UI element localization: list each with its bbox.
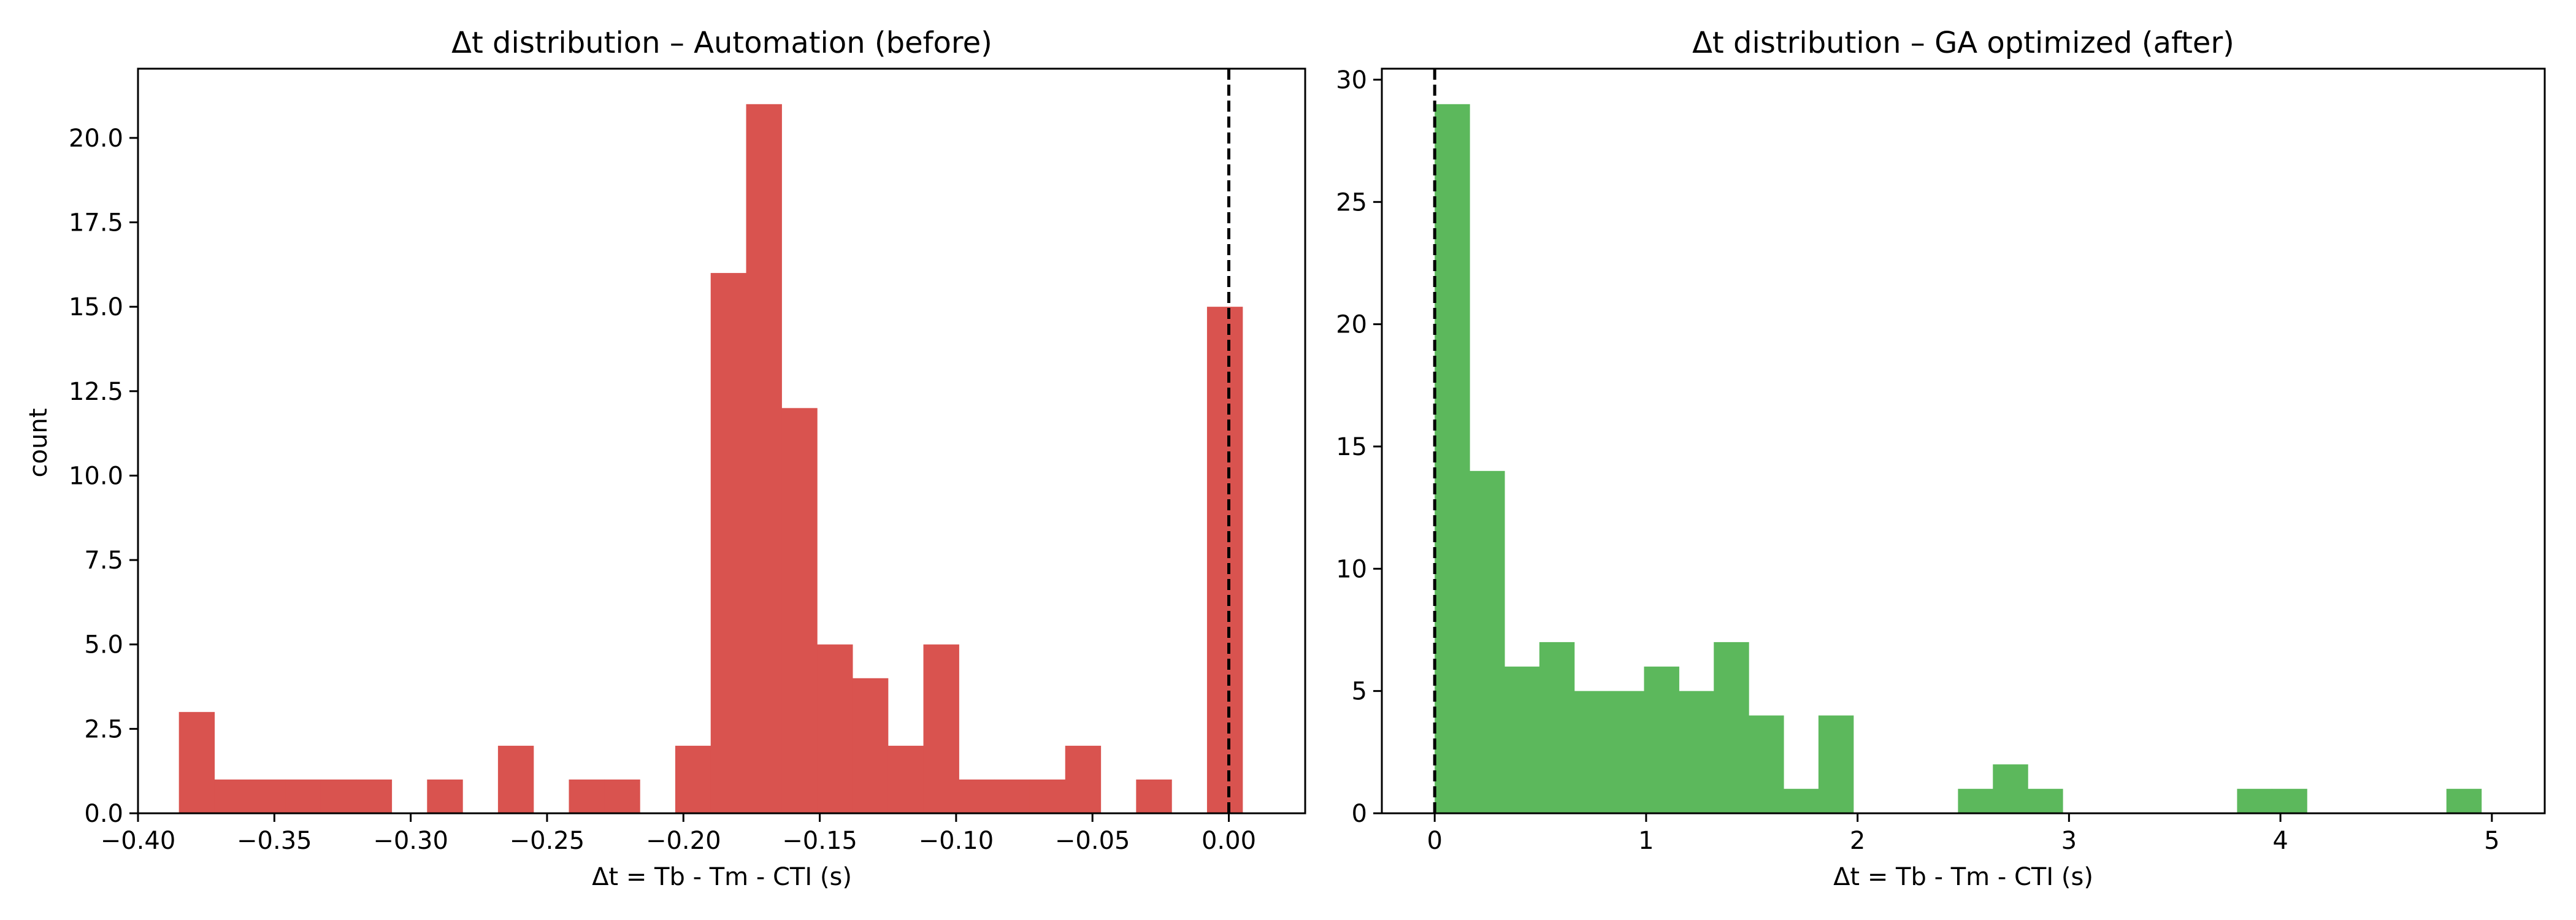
bars-after — [1435, 104, 2482, 813]
y-tick-label: 17.5 — [69, 209, 123, 237]
histogram-bar — [1470, 470, 1505, 813]
x-tick-label: −0.30 — [373, 827, 448, 855]
histogram-bar — [746, 104, 782, 813]
y-tick-label: 5.0 — [84, 631, 123, 659]
histogram-bar — [1609, 691, 1645, 813]
y-tick-label: 30 — [1336, 66, 1367, 94]
histogram-bar — [1958, 789, 1993, 813]
y-tick-label: 10.0 — [69, 462, 123, 490]
x-tick-label: −0.40 — [101, 827, 176, 855]
histogram-bar — [2272, 789, 2307, 813]
x-tick-label: −0.35 — [237, 827, 312, 855]
histogram-bar — [994, 779, 1030, 813]
histogram-bar — [569, 779, 605, 813]
x-tick-label: −0.10 — [919, 827, 994, 855]
y-tick-label: 25 — [1336, 188, 1367, 217]
histogram-bar — [1783, 789, 1819, 813]
plot-frame-after — [1381, 67, 2546, 815]
histogram-bar — [320, 779, 357, 813]
histogram-bar — [497, 745, 534, 813]
histogram-bar — [1435, 104, 1470, 813]
x-tick-label: 1 — [1638, 827, 1654, 855]
histogram-bar — [2237, 789, 2272, 813]
chart-title-after: Δt distribution – GA optimized (after) — [1692, 26, 2234, 60]
histogram-bar — [710, 273, 747, 813]
histogram-bar — [604, 779, 640, 813]
histogram-bar — [1539, 642, 1575, 813]
y-tick-label: 7.5 — [84, 546, 123, 575]
histogram-bar — [250, 779, 286, 813]
histogram-bar — [1574, 691, 1610, 813]
histogram-bar — [1993, 764, 2028, 813]
histogram-bar — [887, 745, 924, 813]
histogram-bar — [1749, 715, 1784, 813]
x-tick-label: −0.05 — [1055, 827, 1130, 855]
x-tick-label: −0.15 — [782, 827, 857, 855]
y-ticks-before: 0.0 2.5 5.0 7.5 10.0 12.5 15.0 17.5 20.0 — [69, 125, 138, 828]
histogram-bar — [959, 779, 995, 813]
histogram-bar — [1136, 779, 1172, 813]
y-tick-label: 20.0 — [69, 125, 123, 153]
y-tick-label: 10 — [1336, 555, 1367, 583]
histogram-bar — [1029, 779, 1066, 813]
x-ticks-before: −0.40 −0.35 −0.30 −0.25 −0.20 −0.15 −0.10 −0.05… — [101, 813, 1256, 855]
histogram-bar — [178, 711, 215, 813]
x-tick-label: 3 — [2061, 827, 2077, 855]
y-tick-label: 0.0 — [84, 800, 123, 828]
x-axis-label-before: Δt = Tb - Tm - CTI (s) — [592, 863, 852, 891]
x-tick-label: 0 — [1427, 827, 1442, 855]
chart-panel-before: Δt distribution – Automation (before) −0… — [25, 26, 1306, 891]
x-tick-label: 4 — [2272, 827, 2288, 855]
histogram-bar — [214, 779, 250, 813]
y-axis-label-before: count — [25, 408, 53, 478]
histogram-bar — [1644, 666, 1679, 813]
x-tick-label: 5 — [2484, 827, 2499, 855]
y-tick-label: 15 — [1336, 433, 1367, 461]
plot-frame-before — [137, 67, 1306, 815]
histogram-bar — [1818, 715, 1854, 813]
y-tick-label: 15.0 — [69, 293, 123, 321]
histogram-bar — [817, 644, 853, 813]
y-tick-label: 2.5 — [84, 715, 123, 743]
chart-panel-after: Δt distribution – GA optimized (after) 0… — [1336, 26, 2546, 891]
bars-before — [178, 104, 1243, 813]
x-tick-label: −0.20 — [646, 827, 721, 855]
histogram-bar — [2446, 789, 2482, 813]
histogram-bar — [1714, 642, 1749, 813]
y-tick-label: 12.5 — [69, 378, 123, 406]
x-axis-label-after: Δt = Tb - Tm - CTI (s) — [1833, 863, 2093, 891]
x-tick-label: 2 — [1850, 827, 1865, 855]
y-tick-label: 0 — [1352, 800, 1367, 828]
histogram-bar — [1504, 666, 1540, 813]
histogram-bar — [923, 644, 959, 813]
histogram-bar — [427, 779, 463, 813]
histogram-bar — [675, 745, 711, 813]
histogram-bar — [1065, 745, 1102, 813]
y-tick-label: 20 — [1336, 311, 1367, 339]
y-tick-label: 5 — [1352, 678, 1367, 706]
chart-title-before: Δt distribution – Automation (before) — [451, 26, 992, 60]
histogram-bar — [1679, 691, 1714, 813]
histogram-bar — [356, 779, 393, 813]
histogram-bar — [1206, 307, 1243, 813]
y-ticks-after: 0 5 10 15 20 25 30 — [1336, 66, 1382, 828]
x-tick-label: −0.25 — [510, 827, 585, 855]
histogram-bar — [285, 779, 321, 813]
histogram-bar — [2028, 789, 2063, 813]
histogram-bar — [781, 408, 818, 813]
x-tick-label: 0.00 — [1202, 827, 1256, 855]
x-ticks-after: 0 1 2 3 4 5 — [1427, 813, 2500, 855]
histogram-bar — [852, 678, 889, 813]
